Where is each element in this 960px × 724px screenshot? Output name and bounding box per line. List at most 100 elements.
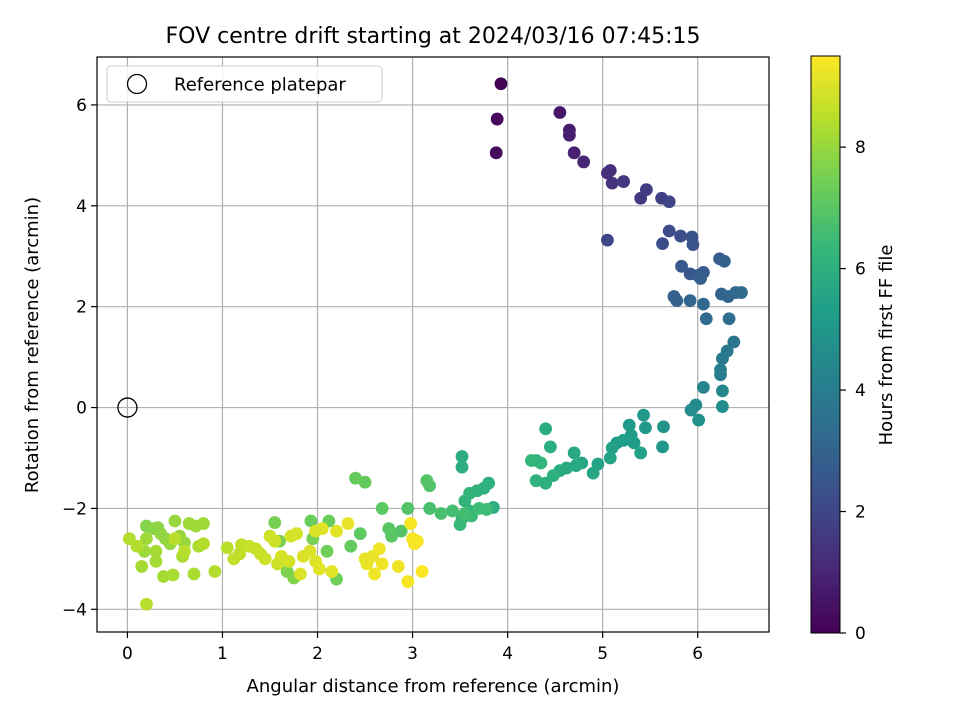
- data-point: [656, 440, 669, 454]
- data-point: [662, 195, 676, 209]
- data-point: [375, 502, 389, 515]
- data-point: [453, 518, 467, 531]
- data-point: [735, 286, 748, 299]
- data-point: [434, 507, 448, 520]
- data-point: [313, 562, 326, 576]
- data-point: [168, 532, 182, 546]
- data-points: [122, 77, 748, 611]
- data-point: [686, 238, 700, 252]
- data-point: [674, 229, 688, 243]
- data-point: [562, 128, 576, 142]
- legend-reference-marker: [126, 73, 148, 95]
- data-point: [697, 297, 710, 311]
- data-point: [130, 539, 144, 553]
- data-point: [385, 529, 399, 543]
- data-point: [282, 554, 296, 568]
- y-tick-label: 4: [76, 197, 87, 217]
- colorbar-ticks: 0 2 4 6 8: [840, 138, 866, 644]
- data-point: [294, 567, 307, 581]
- data-point: [446, 504, 459, 518]
- data-point: [639, 183, 653, 197]
- data-point: [727, 335, 741, 349]
- data-point: [149, 544, 163, 558]
- x-tick-label: 3: [407, 644, 418, 664]
- data-point: [722, 312, 736, 326]
- data-point: [639, 421, 652, 435]
- data-point: [325, 565, 339, 578]
- data-point: [697, 380, 710, 394]
- colorbar-tick-label: 6: [855, 260, 866, 280]
- x-tick-label: 1: [217, 644, 228, 664]
- data-point: [157, 570, 170, 583]
- data-point: [603, 451, 617, 465]
- data-point: [567, 146, 581, 160]
- data-point: [208, 565, 222, 578]
- data-point: [627, 436, 641, 450]
- colorbar-gradient: [810, 55, 841, 634]
- data-point: [353, 527, 367, 541]
- x-tick-label: 5: [597, 644, 608, 664]
- y-axis-label: Rotation from reference (arcmin): [22, 197, 43, 493]
- y-tick-label: −4: [62, 600, 87, 620]
- data-point: [220, 541, 234, 555]
- data-point: [601, 233, 614, 247]
- data-point: [657, 420, 670, 434]
- data-point: [489, 146, 503, 160]
- data-point: [683, 294, 697, 308]
- data-point: [699, 312, 713, 326]
- data-point: [455, 450, 469, 463]
- data-point: [410, 534, 424, 548]
- data-point: [662, 224, 676, 238]
- data-point: [455, 460, 469, 474]
- data-point: [617, 175, 630, 188]
- data-point: [534, 456, 548, 470]
- colorbar-tick-label: 4: [855, 381, 866, 401]
- data-point: [692, 413, 706, 427]
- data-point: [166, 568, 180, 582]
- y-tick-label: 2: [76, 298, 87, 318]
- data-point: [140, 597, 153, 611]
- y-tick-label: 6: [76, 96, 87, 116]
- data-point: [303, 544, 317, 558]
- data-point: [309, 524, 323, 538]
- data-point: [140, 532, 153, 546]
- colorbar-tick-label: 8: [855, 138, 866, 158]
- legend-box: [106, 65, 383, 103]
- data-point: [304, 514, 318, 528]
- data-point: [605, 176, 619, 190]
- data-point: [567, 446, 581, 460]
- data-point: [716, 384, 729, 398]
- data-point: [268, 516, 282, 529]
- data-point: [656, 237, 669, 251]
- data-point: [149, 554, 163, 568]
- data-point: [168, 514, 182, 528]
- x-tick-label: 0: [122, 644, 133, 664]
- data-point: [622, 418, 636, 432]
- data-point: [716, 352, 729, 366]
- data-point: [187, 567, 201, 581]
- x-tick-label: 6: [692, 644, 703, 664]
- data-point: [634, 446, 648, 460]
- y-tick-label: −2: [62, 499, 87, 519]
- data-point: [577, 155, 591, 169]
- data-point: [415, 565, 429, 578]
- data-point: [268, 534, 282, 548]
- data-point: [605, 441, 619, 455]
- grid-lines: [97, 57, 769, 632]
- x-tick-label: 4: [502, 644, 513, 664]
- data-point: [290, 527, 304, 541]
- data-point: [197, 537, 210, 551]
- plot-frame: [96, 56, 770, 633]
- data-point: [178, 544, 191, 558]
- data-point: [401, 502, 415, 515]
- data-point: [372, 542, 386, 556]
- data-point: [344, 539, 358, 553]
- data-point: [404, 517, 418, 530]
- data-point: [375, 557, 389, 571]
- data-point: [543, 440, 557, 454]
- data-point: [717, 254, 731, 268]
- data-point: [586, 466, 600, 480]
- x-axis-label: Angular distance from reference (arcmin): [247, 676, 620, 697]
- data-point: [684, 403, 698, 417]
